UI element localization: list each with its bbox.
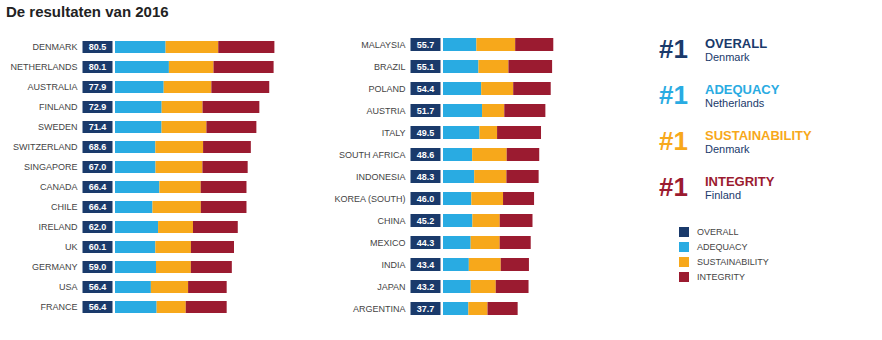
svg-text:ARGENTINA: ARGENTINA xyxy=(353,304,406,314)
svg-text:SWEDEN: SWEDEN xyxy=(38,122,78,132)
svg-text:FRANCE: FRANCE xyxy=(40,302,77,312)
html-text:#1: #1 xyxy=(659,171,688,202)
html-text:OVERALL: OVERALL xyxy=(697,226,739,237)
svg-text:SWITZERLAND: SWITZERLAND xyxy=(13,142,78,152)
svg-text:SINGAPORE: SINGAPORE xyxy=(24,162,78,172)
svg-text:56.4: 56.4 xyxy=(89,302,107,312)
html-text:De resultaten van 2016: De resultaten van 2016 xyxy=(6,3,169,20)
html-text:SUSTAINABILITY: SUSTAINABILITY xyxy=(697,256,769,267)
svg-text:CANADA: CANADA xyxy=(40,182,78,192)
svg-text:67.0: 67.0 xyxy=(89,162,107,172)
html-text:ADEQUACY: ADEQUACY xyxy=(697,241,748,252)
svg-text:66.4: 66.4 xyxy=(89,182,107,192)
svg-text:59.0: 59.0 xyxy=(89,262,107,272)
svg-text:45.2: 45.2 xyxy=(417,216,435,226)
svg-text:MEXICO: MEXICO xyxy=(370,238,406,248)
html-text:INTEGRITY: INTEGRITY xyxy=(705,173,775,189)
svg-text:KOREA (SOUTH): KOREA (SOUTH) xyxy=(334,194,405,204)
svg-text:66.4: 66.4 xyxy=(89,202,107,212)
svg-text:INDIA: INDIA xyxy=(381,260,405,270)
svg-text:80.1: 80.1 xyxy=(89,62,107,72)
svg-text:72.9: 72.9 xyxy=(89,102,107,112)
svg-text:CHILE: CHILE xyxy=(51,202,78,212)
svg-text:INDONESIA: INDONESIA xyxy=(356,172,406,182)
svg-text:CHINA: CHINA xyxy=(377,216,405,226)
svg-text:JAPAN: JAPAN xyxy=(377,282,405,292)
svg-text:56.4: 56.4 xyxy=(89,282,107,292)
html-text:INTEGRITY: INTEGRITY xyxy=(697,271,745,282)
svg-text:80.5: 80.5 xyxy=(89,42,107,52)
svg-text:IRELAND: IRELAND xyxy=(38,222,78,232)
svg-text:AUSTRALIA: AUSTRALIA xyxy=(27,82,77,92)
svg-text:48.3: 48.3 xyxy=(417,172,435,182)
svg-text:MALAYSIA: MALAYSIA xyxy=(361,40,405,50)
html-text:Netherlands: Netherlands xyxy=(705,96,765,109)
svg-text:55.7: 55.7 xyxy=(417,40,435,50)
svg-text:68.6: 68.6 xyxy=(89,142,107,152)
svg-text:77.9: 77.9 xyxy=(89,82,107,92)
svg-text:AUSTRIA: AUSTRIA xyxy=(366,106,405,116)
svg-text:46.0: 46.0 xyxy=(417,194,435,204)
html-text:Denmark: Denmark xyxy=(705,142,750,155)
svg-text:USA: USA xyxy=(59,282,78,292)
svg-text:62.0: 62.0 xyxy=(89,222,107,232)
html-text:SUSTAINABILITY: SUSTAINABILITY xyxy=(705,127,812,143)
svg-text:71.4: 71.4 xyxy=(89,122,107,132)
svg-text:44.3: 44.3 xyxy=(417,238,435,248)
svg-text:FINLAND: FINLAND xyxy=(39,102,78,112)
svg-text:NETHERLANDS: NETHERLANDS xyxy=(10,62,77,72)
html-text:Finland: Finland xyxy=(705,188,742,201)
svg-text:49.5: 49.5 xyxy=(417,128,435,138)
svg-text:43.4: 43.4 xyxy=(417,260,435,270)
svg-text:POLAND: POLAND xyxy=(368,84,406,94)
html-text:#1: #1 xyxy=(659,33,688,64)
svg-text:48.6: 48.6 xyxy=(417,150,435,160)
html-text:OVERALL: OVERALL xyxy=(705,35,768,51)
svg-text:BRAZIL: BRAZIL xyxy=(374,62,406,72)
svg-text:43.2: 43.2 xyxy=(417,282,435,292)
html-text:Denmark: Denmark xyxy=(705,50,750,63)
svg-text:DENMARK: DENMARK xyxy=(32,42,77,52)
svg-text:ITALY: ITALY xyxy=(382,128,406,138)
svg-text:UK: UK xyxy=(65,242,78,252)
html-text:ADEQUACY: ADEQUACY xyxy=(705,81,780,97)
svg-text:51.7: 51.7 xyxy=(417,106,435,116)
svg-text:SOUTH AFRICA: SOUTH AFRICA xyxy=(339,150,406,160)
svg-text:55.1: 55.1 xyxy=(417,62,435,72)
svg-text:54.4: 54.4 xyxy=(417,84,435,94)
svg-text:60.1: 60.1 xyxy=(89,242,107,252)
html-text:#1: #1 xyxy=(659,125,688,156)
html-text:#1: #1 xyxy=(659,79,688,110)
svg-text:GERMANY: GERMANY xyxy=(32,262,78,272)
svg-text:37.7: 37.7 xyxy=(417,304,435,314)
